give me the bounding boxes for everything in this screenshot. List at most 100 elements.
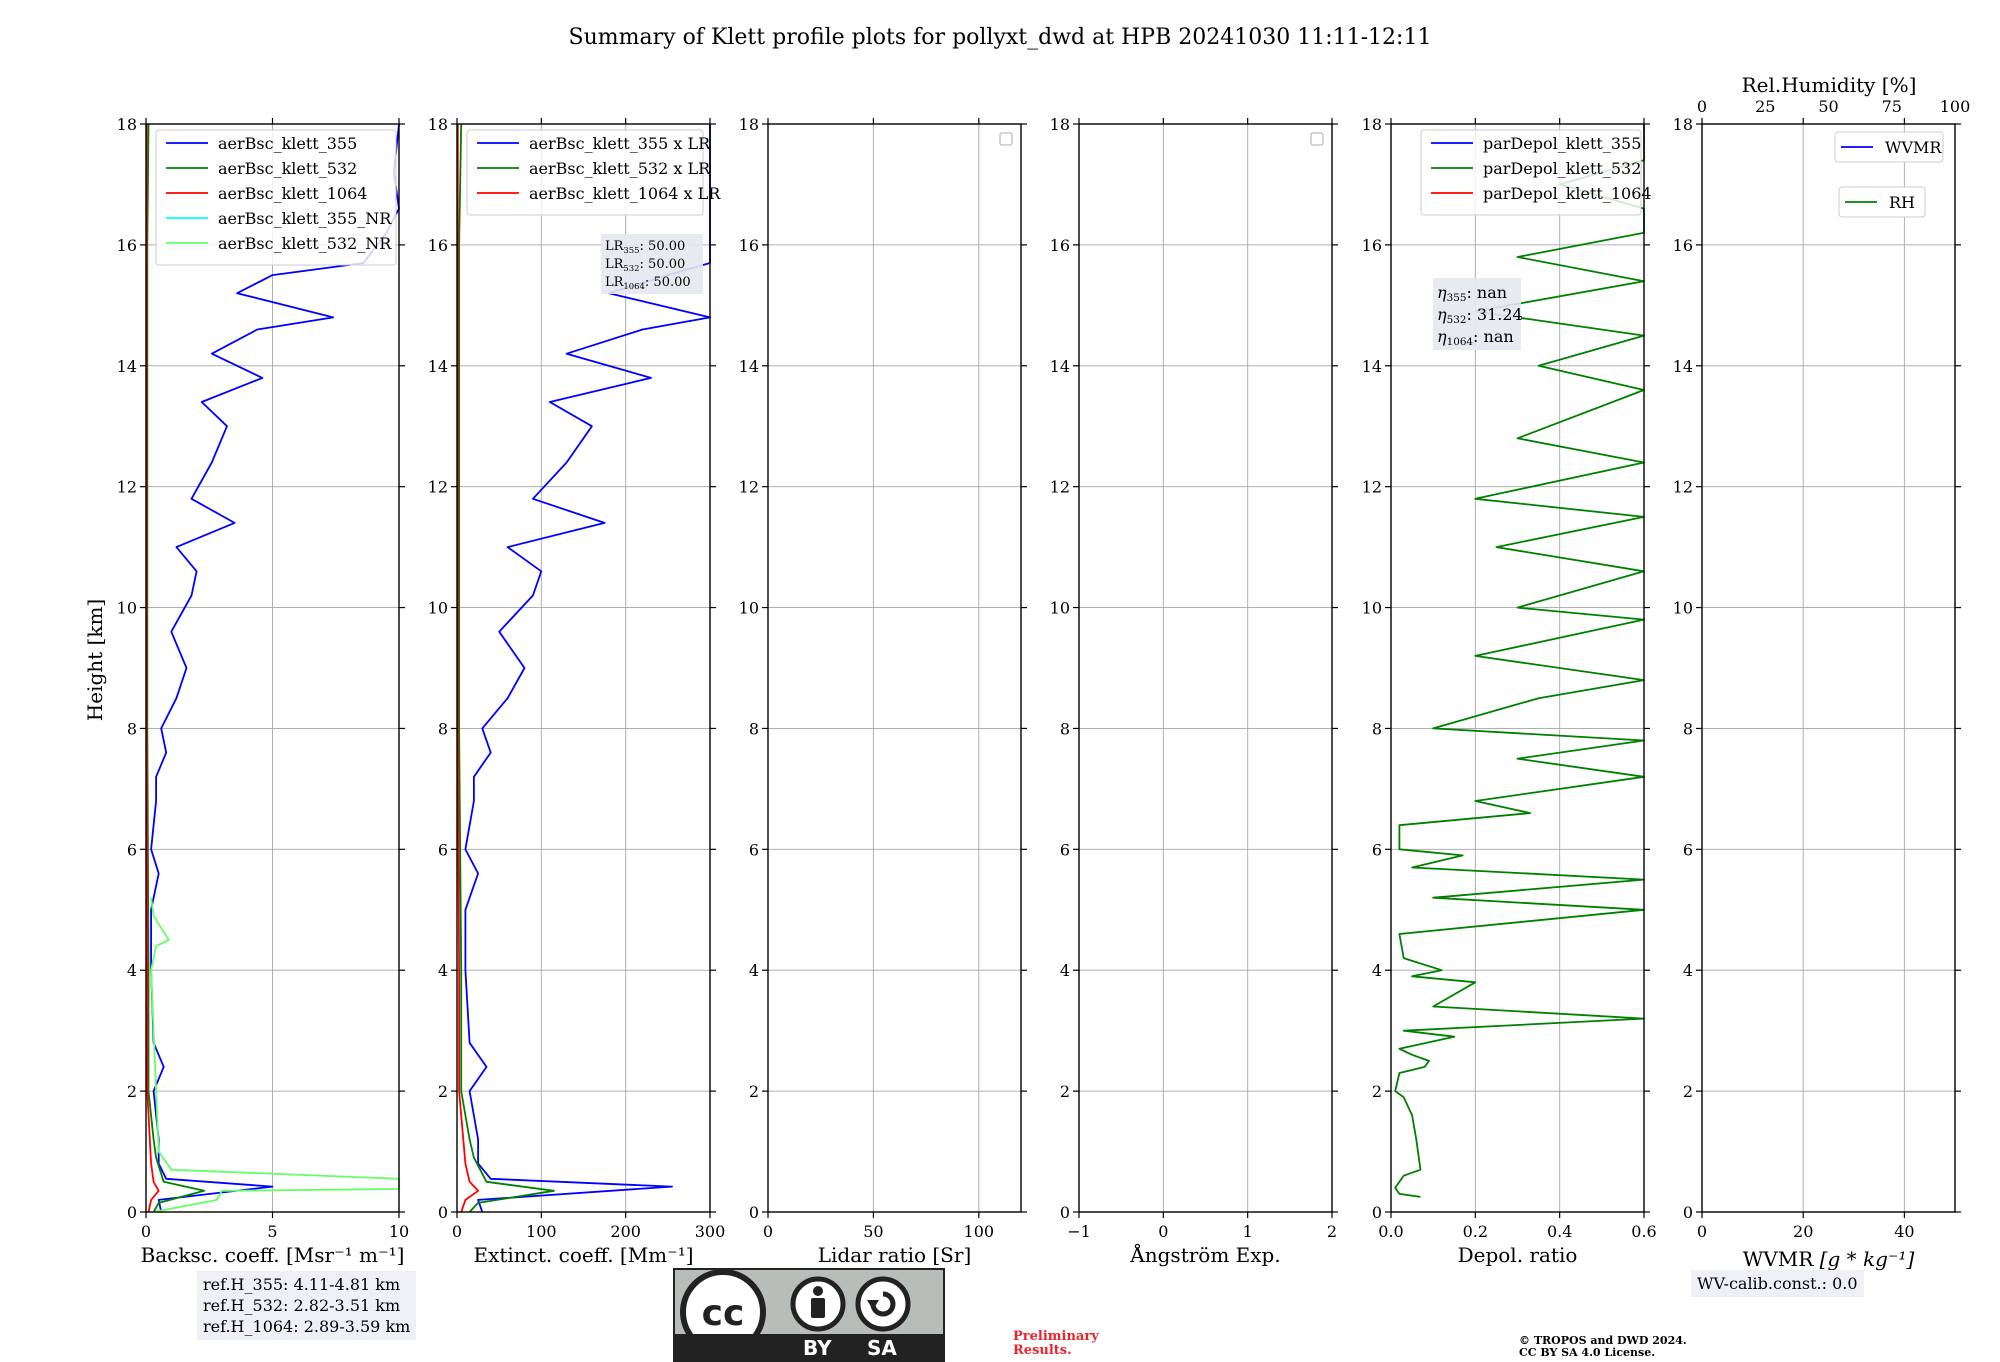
annotation-value: : 31.24 bbox=[1466, 305, 1522, 324]
plot-frame bbox=[1701, 123, 1956, 1213]
reference-heights-box: ref.H_355: 4.11-4.81 km ref.H_532: 2.82-… bbox=[197, 1271, 417, 1340]
y-tick-label: 10 bbox=[1673, 599, 1693, 618]
annotation-value: : 50.00 bbox=[640, 257, 686, 272]
y-tick-label: 8 bbox=[1060, 719, 1070, 738]
y-tick-label: 14 bbox=[1050, 357, 1070, 376]
plot-frame bbox=[767, 123, 1022, 1213]
empty-legend-box bbox=[999, 132, 1013, 146]
y-axis-label: Height [km] bbox=[83, 599, 107, 721]
legend-label: aerBsc_klett_355_NR bbox=[218, 209, 392, 228]
y-tick-label: 0 bbox=[1372, 1203, 1382, 1222]
y-tick-label: 14 bbox=[117, 357, 137, 376]
annotation-subscript: 532 bbox=[623, 263, 639, 273]
cc-badge-strip: BY SA bbox=[675, 1334, 943, 1360]
cc-sa-label: SA bbox=[867, 1336, 897, 1360]
y-tick-label: 6 bbox=[1683, 840, 1693, 859]
y-tick-label: 0 bbox=[438, 1203, 448, 1222]
series-line-aerBsc_klett_355 bbox=[150, 123, 400, 1213]
y-tick-label: 6 bbox=[1372, 840, 1382, 859]
legend-label: WVMR bbox=[1885, 138, 1942, 157]
legend-label: aerBsc_klett_532_NR bbox=[218, 234, 392, 253]
annotation-subscript: 355 bbox=[623, 245, 639, 255]
top-tick-label: 0 bbox=[1697, 97, 1707, 116]
annotation-subscript: 1064 bbox=[623, 281, 644, 291]
wv-calib-text: WV-calib.const.: 0.0 bbox=[1697, 1274, 1858, 1293]
legend-label: aerBsc_klett_1064 bbox=[218, 184, 367, 203]
y-tick-label: 6 bbox=[749, 840, 759, 859]
y-tick-label: 16 bbox=[428, 236, 448, 255]
y-tick-label: 2 bbox=[438, 1082, 448, 1101]
annotation-value: : 50.00 bbox=[645, 275, 691, 290]
y-tick-label: 16 bbox=[739, 236, 759, 255]
preliminary-line-1: Preliminary bbox=[1013, 1329, 1099, 1344]
figure-title: Summary of Klett profile plots for polly… bbox=[569, 25, 1432, 50]
y-tick-label: 8 bbox=[1372, 719, 1382, 738]
y-tick-label: 14 bbox=[428, 357, 448, 376]
y-tick-label: 0 bbox=[1683, 1203, 1693, 1222]
y-tick-label: 0 bbox=[749, 1203, 759, 1222]
x-tick-label: 20 bbox=[1793, 1222, 1813, 1241]
top-tick-label: 75 bbox=[1882, 97, 1902, 116]
y-tick-label: 12 bbox=[1362, 478, 1382, 497]
annotation-symbol: LR bbox=[605, 257, 625, 272]
x-axis-label: Ångström Exp. bbox=[1129, 1242, 1280, 1267]
x-axis-label-main: WVMR bbox=[1743, 1247, 1820, 1271]
y-tick-label: 4 bbox=[1060, 961, 1070, 980]
y-tick-label: 6 bbox=[1060, 840, 1070, 859]
y-tick-label: 14 bbox=[1362, 357, 1382, 376]
y-tick-label: 10 bbox=[1362, 599, 1382, 618]
y-tick-label: 4 bbox=[1683, 961, 1693, 980]
x-tick-label: 1 bbox=[1243, 1222, 1253, 1241]
legend-label: parDepol_klett_532 bbox=[1483, 159, 1641, 178]
y-tick-label: 8 bbox=[438, 719, 448, 738]
wv-calib-box: WV-calib.const.: 0.0 bbox=[1691, 1270, 1864, 1297]
annotation-line: η1064: nan bbox=[1437, 327, 1514, 348]
x-axis-label: WVMR [g * kg⁻¹] bbox=[1743, 1247, 1915, 1271]
x-tick-label: 2 bbox=[1327, 1222, 1337, 1241]
y-tick-label: 6 bbox=[438, 840, 448, 859]
y-tick-label: 12 bbox=[739, 478, 759, 497]
copyright-note: © TROPOS and DWD 2024. CC BY SA 4.0 Lice… bbox=[1519, 1335, 1687, 1359]
x-axis-label: Backsc. coeff. [Msr⁻¹ m⁻¹] bbox=[141, 1243, 405, 1267]
cc-logo-icon: cc bbox=[680, 1269, 911, 1355]
empty-legend-box bbox=[1310, 132, 1324, 146]
legend-label: parDepol_klett_355 bbox=[1483, 134, 1641, 153]
y-tick-label: 14 bbox=[1673, 357, 1693, 376]
y-tick-label: 8 bbox=[749, 719, 759, 738]
ref-height-532: ref.H_532: 2.82-3.51 km bbox=[203, 1296, 401, 1315]
plot-frame bbox=[1078, 123, 1333, 1213]
annotation-symbol: η bbox=[1437, 305, 1447, 324]
top-axis-label: Rel.Humidity [%] bbox=[1742, 73, 1917, 97]
y-tick-label: 6 bbox=[127, 840, 137, 859]
legend-label: aerBsc_klett_532 x LR bbox=[529, 159, 711, 178]
x-axis-label: Extinct. coeff. [Mm⁻¹] bbox=[473, 1243, 693, 1267]
y-tick-label: 18 bbox=[1050, 115, 1070, 134]
copyright-line-1: © TROPOS and DWD 2024. bbox=[1519, 1334, 1687, 1347]
legend-label: RH bbox=[1889, 193, 1915, 212]
cc-by-sa-badge-icon: cc BY SA bbox=[673, 1268, 945, 1362]
legend-label: aerBsc_klett_355 bbox=[218, 134, 357, 153]
y-tick-label: 10 bbox=[1050, 599, 1070, 618]
x-tick-label: 0 bbox=[1697, 1222, 1707, 1241]
preliminary-results-note: Preliminary Results. bbox=[1013, 1330, 1099, 1358]
x-tick-label: 200 bbox=[610, 1222, 641, 1241]
annotation-box bbox=[601, 234, 703, 294]
y-tick-label: 16 bbox=[1673, 236, 1693, 255]
annotation-value: : nan bbox=[1473, 327, 1514, 346]
y-tick-label: 2 bbox=[127, 1082, 137, 1101]
legend-box bbox=[1420, 129, 1642, 216]
legend-box bbox=[1834, 131, 1944, 163]
x-axis-label-unit: [g * kg⁻¹] bbox=[1820, 1247, 1915, 1271]
legend-label: parDepol_klett_1064 bbox=[1483, 184, 1652, 203]
annotation-value: : 50.00 bbox=[640, 239, 686, 254]
legend-box bbox=[1838, 186, 1926, 218]
x-tick-label: 0.4 bbox=[1547, 1222, 1572, 1241]
y-tick-label: 16 bbox=[117, 236, 137, 255]
annotation-box bbox=[1433, 278, 1521, 350]
x-axis-label: Lidar ratio [Sr] bbox=[818, 1243, 972, 1267]
y-tick-label: 10 bbox=[117, 599, 137, 618]
